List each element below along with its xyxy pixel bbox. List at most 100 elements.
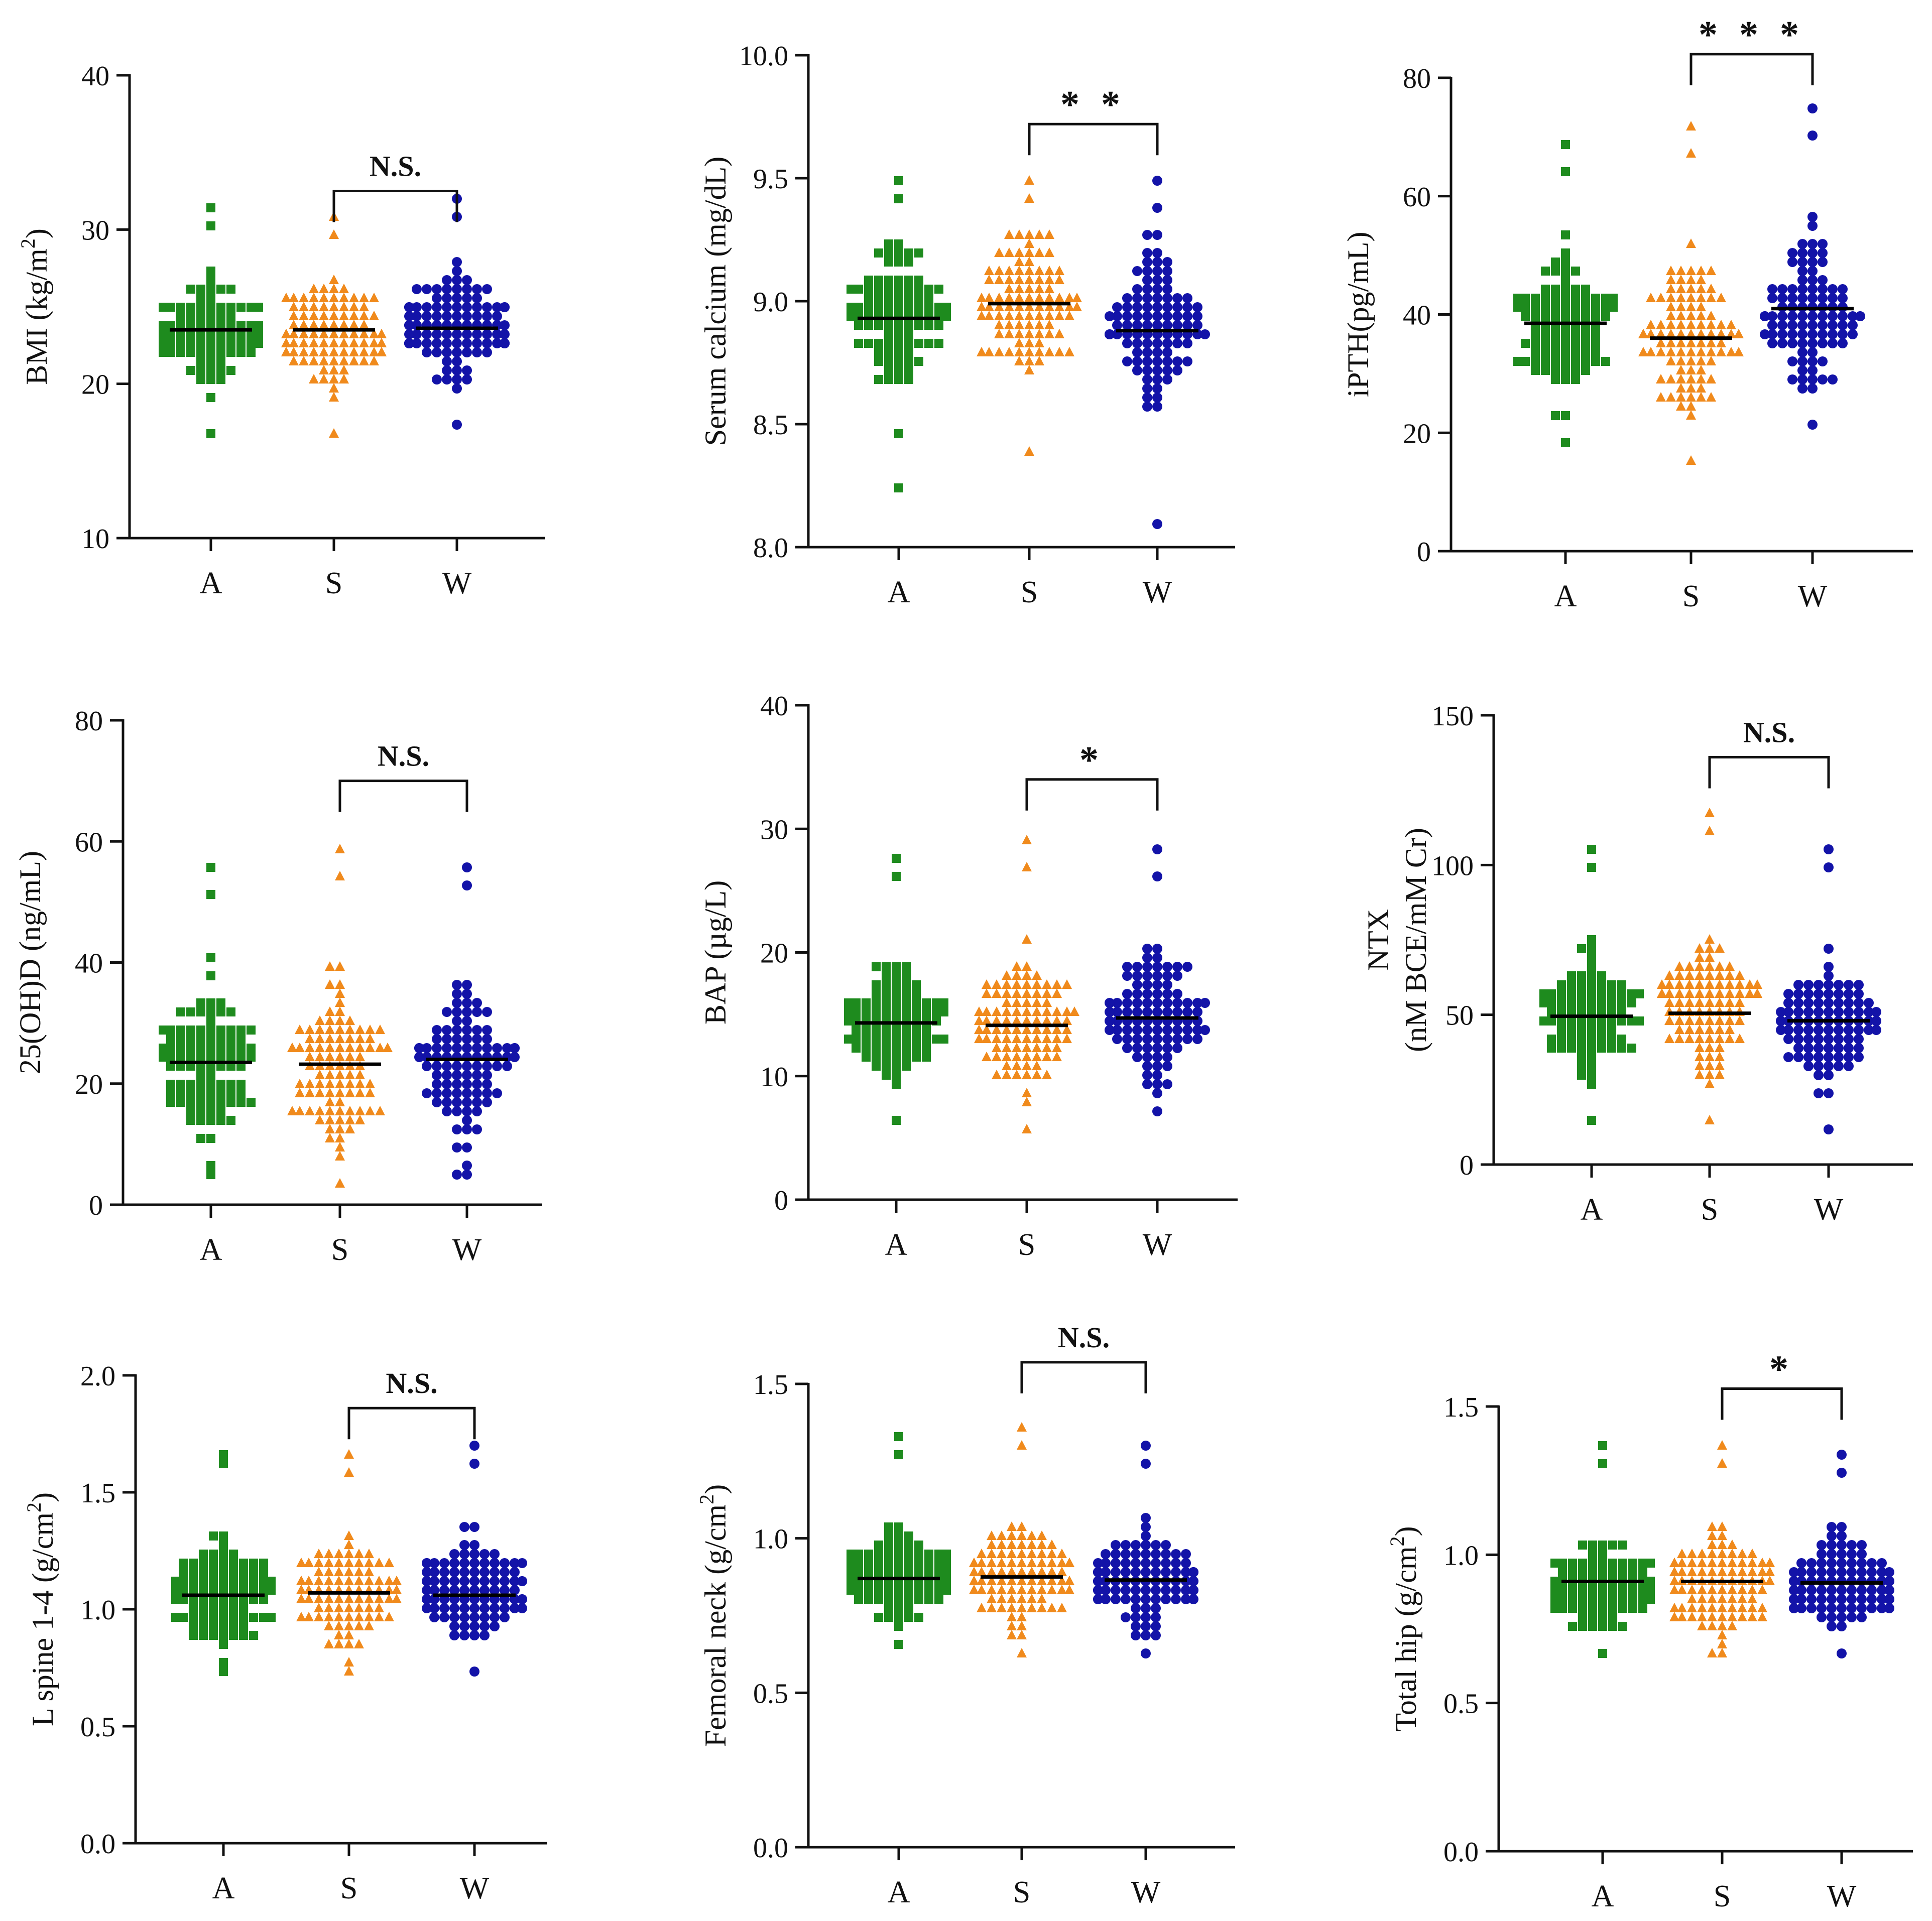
point-A <box>1557 1026 1566 1035</box>
y-axis-label-tail: ) <box>20 228 53 238</box>
point-A <box>1558 1568 1567 1577</box>
point-W <box>1142 953 1152 963</box>
point-S <box>1666 329 1676 338</box>
point-W <box>1787 329 1797 339</box>
point-A <box>902 980 911 989</box>
point-W <box>462 862 472 872</box>
point-S <box>1717 1612 1727 1621</box>
y-tick-label: 30 <box>760 814 788 845</box>
point-A <box>196 1053 205 1062</box>
point-W <box>459 1522 469 1532</box>
significance-label: * * * <box>1699 14 1805 56</box>
point-S <box>1666 374 1676 383</box>
point-S <box>319 338 329 347</box>
point-A <box>894 1550 903 1559</box>
point-A <box>1557 1007 1566 1016</box>
point-A <box>1571 267 1580 276</box>
point-S <box>339 311 349 320</box>
point-S <box>1042 997 1052 1007</box>
point-S <box>1674 988 1684 998</box>
point-W <box>1844 989 1854 999</box>
point-W <box>1142 230 1152 240</box>
point-S <box>1696 284 1706 293</box>
point-W <box>1141 1567 1151 1577</box>
point-S <box>1687 1567 1697 1576</box>
y-axis-label-main: 25(OH)D (ng/mL) <box>14 851 47 1074</box>
point-W <box>432 329 442 339</box>
point-S <box>1656 320 1666 329</box>
point-W <box>1131 1558 1141 1568</box>
point-S <box>335 1142 345 1151</box>
point-W <box>1122 356 1132 366</box>
point-A <box>239 1613 248 1622</box>
point-W <box>1828 320 1838 330</box>
point-A <box>239 1604 248 1613</box>
point-S <box>1727 1540 1737 1549</box>
point-W <box>1777 329 1787 339</box>
point-S <box>977 311 987 320</box>
point-S <box>344 1630 354 1639</box>
point-A <box>1539 1016 1548 1026</box>
point-W <box>472 347 482 357</box>
point-S <box>1042 979 1052 989</box>
point-W <box>490 1567 500 1577</box>
point-A <box>1627 998 1636 1007</box>
point-S <box>1022 997 1032 1007</box>
point-S <box>1705 970 1715 980</box>
point-W <box>459 1558 469 1568</box>
y-axis-label-main: L spine 1-4 (g/cm <box>26 1512 59 1726</box>
y-tick-label: 0.0 <box>1443 1837 1479 1868</box>
point-S <box>992 1006 1002 1016</box>
point-W <box>1152 1061 1162 1071</box>
point-A <box>939 998 948 1007</box>
point-S <box>355 1052 365 1061</box>
point-W <box>1787 338 1797 348</box>
point-W <box>1151 1612 1161 1622</box>
point-S <box>1674 979 1684 989</box>
point-W <box>1807 420 1818 430</box>
point-W <box>452 1070 462 1080</box>
point-A <box>1609 294 1618 303</box>
point-A <box>1628 1604 1637 1613</box>
point-S <box>1697 1549 1707 1558</box>
point-A <box>892 1080 901 1089</box>
point-A <box>226 312 235 321</box>
point-S <box>1717 1549 1727 1558</box>
point-A <box>914 1550 923 1559</box>
point-S <box>977 293 987 302</box>
point-A <box>914 285 923 294</box>
point-W <box>469 1549 479 1559</box>
point-W <box>1777 284 1787 294</box>
point-W <box>1132 1043 1142 1053</box>
point-S <box>1666 293 1676 302</box>
point-W <box>1172 998 1182 1008</box>
point-A <box>267 1577 276 1586</box>
point-W <box>1807 311 1818 321</box>
point-S <box>1024 275 1034 284</box>
point-S <box>1715 1034 1725 1043</box>
point-S <box>309 347 319 356</box>
x-tick-label: W <box>442 566 472 600</box>
point-W <box>469 1459 479 1469</box>
point-A <box>892 854 901 863</box>
point-S <box>1705 1115 1715 1124</box>
point-W <box>422 1558 432 1568</box>
point-S <box>1705 943 1715 953</box>
point-S <box>1017 1612 1027 1621</box>
point-A <box>874 303 883 312</box>
point-S <box>1707 1540 1717 1549</box>
point-A <box>894 303 903 312</box>
point-W <box>1182 293 1192 303</box>
point-W <box>1141 1531 1151 1541</box>
point-A <box>864 303 873 312</box>
point-W <box>1132 365 1142 375</box>
point-A <box>216 348 225 357</box>
point-A <box>196 1080 205 1089</box>
point-S <box>1017 1540 1027 1549</box>
point-W <box>1192 1007 1202 1017</box>
point-W <box>1824 1043 1834 1053</box>
point-S <box>1024 329 1034 338</box>
point-W <box>452 257 462 267</box>
point-S <box>1034 320 1044 329</box>
point-S <box>1062 1015 1072 1025</box>
